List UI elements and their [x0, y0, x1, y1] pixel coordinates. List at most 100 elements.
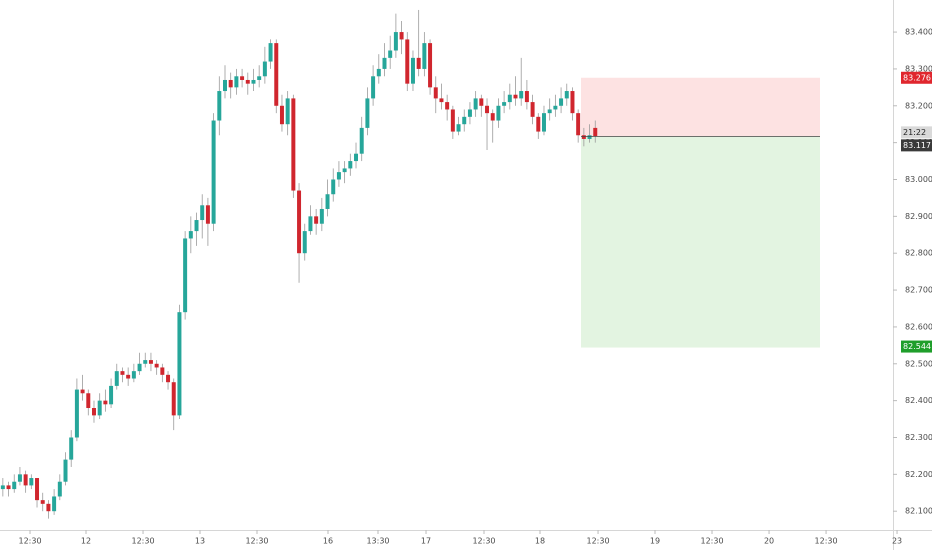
x-tick-label: 20: [764, 537, 774, 546]
candle-body: [211, 120, 216, 224]
candle-body: [171, 382, 176, 416]
candle-body: [502, 102, 507, 106]
candle-body: [496, 105, 501, 121]
stop-zone: [581, 77, 820, 137]
y-tick-label: 82.900: [905, 212, 932, 221]
candle-body: [519, 91, 524, 99]
candle-body: [570, 91, 575, 114]
x-tick-label: 23: [892, 537, 902, 546]
candle-body: [103, 400, 108, 405]
candle-body: [234, 76, 239, 88]
candle-body: [143, 360, 148, 364]
y-tick-label: 82.800: [905, 249, 932, 258]
candle-body: [217, 91, 222, 121]
candle-body: [274, 43, 279, 106]
candle-body: [35, 478, 40, 501]
candle-body: [6, 485, 11, 490]
candle-body: [325, 194, 330, 209]
candle-body: [507, 94, 512, 103]
candle-body: [285, 98, 290, 125]
candle-body: [336, 172, 341, 180]
candle-body: [490, 113, 495, 121]
candle-body: [194, 220, 199, 232]
entry-label: 83.117: [903, 141, 931, 150]
candle-body: [160, 367, 165, 375]
x-tick-label: 12:30: [132, 537, 155, 546]
candle-body: [97, 400, 102, 416]
candle-body: [262, 61, 267, 77]
candle-body: [467, 109, 472, 117]
x-tick-label: 12:30: [587, 537, 610, 546]
candle-body: [450, 109, 455, 132]
countdown-label-box: [901, 126, 932, 139]
candle-body: [473, 98, 478, 110]
x-tick-label: 19: [650, 537, 660, 546]
y-tick-label: 82.600: [905, 322, 932, 331]
countdown-label: 21:22: [903, 128, 926, 137]
entry-label-box: [901, 139, 932, 152]
candle-body: [416, 57, 421, 69]
candle-body: [456, 124, 461, 132]
x-tick-label: 12: [81, 537, 91, 546]
stop-label: 83.276: [903, 73, 931, 82]
candle-body: [587, 135, 592, 139]
y-tick-label: 82.300: [905, 433, 932, 442]
candle-body: [319, 208, 324, 224]
candle-body: [109, 385, 114, 405]
candle-body: [428, 43, 433, 88]
candle-body: [17, 474, 22, 482]
candle-body: [29, 478, 34, 486]
target-zone: [581, 136, 820, 348]
candle-body: [297, 190, 302, 254]
candle-body: [439, 98, 444, 103]
x-tick-label: 12:30: [472, 537, 495, 546]
candle-body: [308, 216, 313, 232]
candle-body: [593, 127, 598, 137]
x-tick-label: 18: [535, 537, 545, 546]
candle-body: [524, 91, 529, 103]
candle-body: [40, 500, 45, 504]
x-tick-label: 13:30: [366, 537, 389, 546]
candle-body: [205, 205, 210, 224]
candle-body: [564, 91, 569, 99]
candle-body: [359, 127, 364, 154]
candle-body: [251, 79, 256, 84]
y-tick-label: 83.400: [905, 28, 932, 37]
candle-body: [279, 105, 284, 125]
candle-body: [393, 32, 398, 51]
candle-body: [131, 371, 136, 379]
candle-body: [257, 76, 262, 80]
y-tick-label: 83.200: [905, 101, 932, 110]
candle-body: [52, 496, 57, 512]
candle-body: [559, 98, 564, 106]
candle-body: [399, 32, 404, 40]
candle-body: [154, 363, 159, 368]
candle-body: [120, 371, 125, 375]
candle-body: [12, 481, 17, 490]
candle-body: [91, 408, 96, 416]
candle-body: [137, 363, 142, 372]
y-tick-label: 82.100: [905, 507, 932, 516]
candle-body: [126, 374, 131, 379]
candle-body: [46, 503, 51, 512]
candle-body: [63, 459, 68, 482]
candle-body: [405, 39, 410, 84]
x-tick-label: 13: [195, 537, 205, 546]
x-tick-label: 16: [323, 537, 333, 546]
candle-body: [479, 98, 484, 106]
candle-body: [530, 102, 535, 117]
candle-body: [433, 87, 438, 99]
candle-body: [462, 116, 467, 125]
stop-label-box: [901, 71, 932, 84]
candle-body: [388, 50, 393, 58]
candle-body: [183, 238, 188, 313]
candle-body: [382, 57, 387, 69]
candle-body: [576, 113, 581, 136]
candle-body: [547, 109, 552, 114]
target-label: 82.544: [903, 342, 931, 351]
candle-body: [371, 76, 376, 99]
candle-body: [177, 312, 182, 416]
candle-body: [69, 437, 74, 460]
x-tick-label: 12:30: [245, 537, 268, 546]
